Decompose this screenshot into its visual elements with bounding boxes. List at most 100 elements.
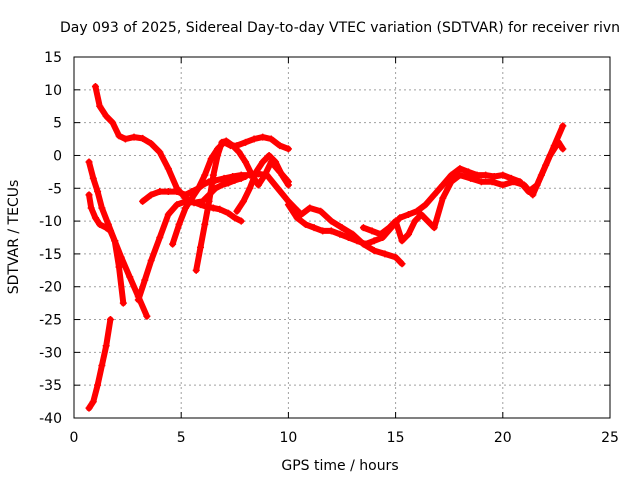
- data-point: [250, 135, 258, 143]
- data-point: [398, 237, 406, 245]
- data-point: [490, 172, 498, 180]
- data-point: [164, 188, 172, 196]
- data-point: [464, 168, 472, 176]
- data-point: [216, 205, 224, 213]
- data-point: [205, 197, 213, 205]
- y-tick-label: -30: [39, 345, 62, 361]
- series-8: [192, 137, 292, 274]
- data-point: [96, 102, 104, 110]
- data-point: [239, 197, 247, 205]
- axis-ticks: 0 5 10 15 20 25 15 10 5 0 -5 -10 -15 -20 -25 -30 -35 -40: [39, 50, 619, 446]
- data-point: [130, 133, 138, 141]
- data-point: [102, 342, 110, 350]
- data-point: [456, 171, 464, 179]
- x-tick-label: 10: [279, 430, 297, 446]
- data-point: [196, 243, 204, 251]
- data-point: [229, 172, 237, 180]
- data-point: [417, 211, 425, 219]
- data-point: [499, 171, 507, 179]
- data-point: [520, 181, 528, 189]
- data-point: [370, 237, 378, 245]
- data-point: [233, 207, 241, 215]
- data-point: [96, 220, 104, 228]
- x-tick-label: 25: [601, 430, 619, 446]
- data-point: [192, 266, 200, 274]
- data-point: [173, 188, 181, 196]
- data-point: [398, 260, 406, 268]
- y-tick-label: 10: [44, 83, 62, 99]
- chart-title: Day 093 of 2025, Sidereal Day-to-day VTE…: [60, 20, 620, 36]
- data-point: [111, 237, 119, 245]
- data-point: [336, 230, 344, 238]
- data-point: [559, 145, 567, 153]
- series-6: [139, 170, 406, 268]
- data-point: [85, 191, 93, 199]
- data-point: [327, 227, 335, 235]
- data-point: [98, 361, 106, 369]
- data-point: [422, 201, 430, 209]
- data-point: [327, 217, 335, 225]
- data-point: [559, 122, 567, 130]
- grid-lines: [74, 57, 610, 418]
- data-point: [447, 178, 455, 186]
- data-point: [121, 135, 129, 143]
- data-point: [381, 250, 389, 258]
- series-11: [359, 138, 567, 245]
- data-point: [430, 191, 438, 199]
- data-point: [156, 234, 164, 241]
- data-point: [411, 217, 419, 225]
- data-point: [297, 211, 305, 219]
- series-4: [85, 316, 114, 412]
- data-point: [261, 171, 269, 179]
- series-3: [85, 191, 127, 307]
- y-tick-label: -35: [39, 378, 62, 394]
- data-point: [134, 296, 142, 304]
- y-axis-label: SDTVAR / TECUs: [6, 180, 22, 295]
- data-point: [317, 207, 325, 215]
- data-point: [284, 201, 292, 209]
- data-point: [89, 398, 97, 406]
- data-point: [164, 165, 172, 173]
- y-tick-label: -20: [39, 280, 62, 296]
- data-point: [359, 224, 367, 232]
- data-point: [231, 214, 239, 222]
- data-point: [319, 227, 327, 235]
- data-point: [181, 191, 189, 199]
- data-point: [370, 247, 378, 255]
- data-point: [209, 171, 217, 179]
- data-point: [396, 214, 404, 222]
- data-point: [344, 234, 352, 241]
- data-point: [424, 217, 432, 225]
- data-point: [404, 211, 412, 219]
- data-point: [413, 207, 421, 215]
- data-point: [306, 204, 314, 212]
- data-point: [222, 137, 230, 145]
- data-point: [119, 299, 127, 307]
- series-1: [91, 83, 245, 225]
- data-point: [98, 204, 106, 212]
- data-point: [537, 171, 545, 179]
- data-point: [91, 214, 99, 222]
- data-point: [254, 181, 262, 189]
- data-point: [235, 148, 243, 156]
- data-point: [139, 134, 147, 142]
- x-tick-label: 15: [387, 430, 405, 446]
- data-point: [488, 178, 496, 186]
- y-tick-label: 5: [53, 116, 62, 132]
- data-point: [188, 194, 196, 202]
- data-point: [218, 181, 226, 189]
- data-point: [293, 214, 301, 222]
- data-point: [194, 184, 202, 192]
- data-point: [147, 191, 155, 199]
- data-point: [377, 230, 385, 238]
- data-point: [252, 168, 260, 176]
- y-tick-label: -10: [39, 214, 62, 230]
- data-point: [362, 240, 370, 248]
- data-point: [126, 273, 134, 281]
- data-point: [276, 142, 284, 150]
- data-point: [207, 155, 215, 163]
- data-point: [106, 316, 114, 324]
- data-point: [310, 224, 318, 232]
- data-point: [447, 171, 455, 179]
- data-point: [259, 133, 267, 141]
